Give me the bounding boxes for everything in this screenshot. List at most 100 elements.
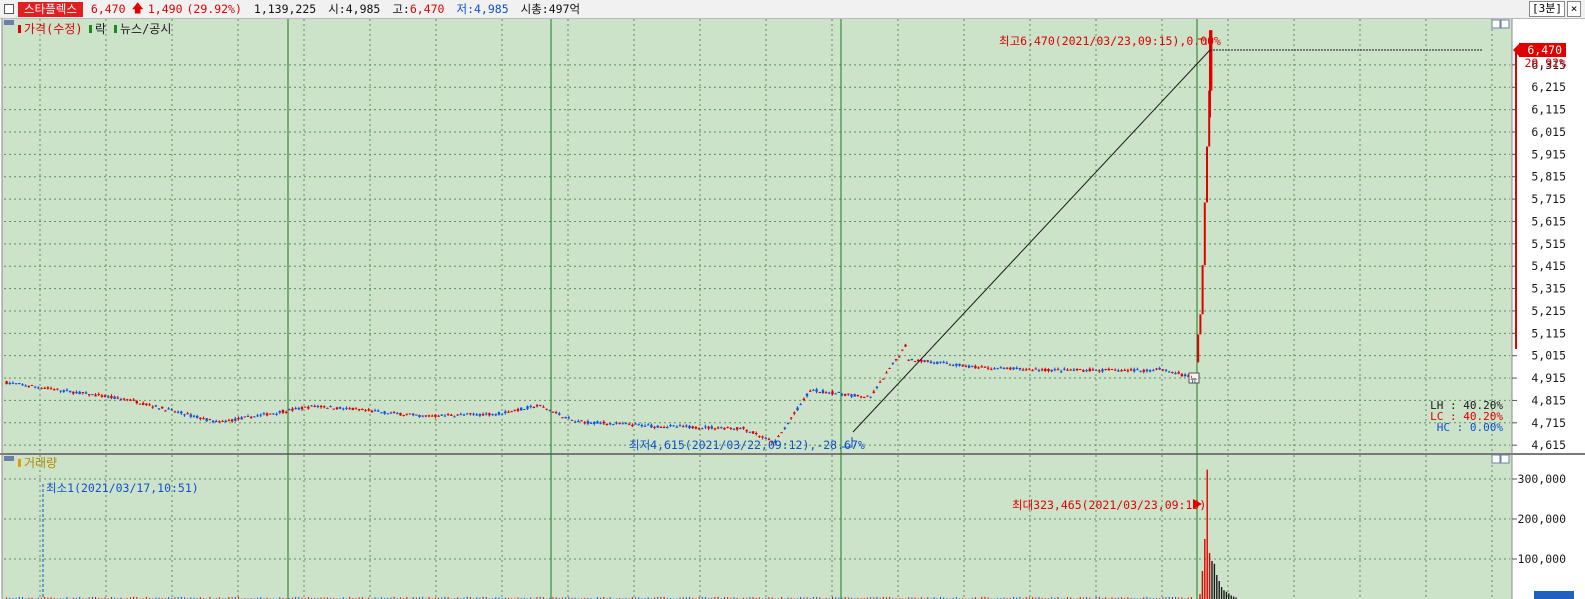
- candle-body: [373, 410, 377, 412]
- candle-body: [767, 438, 771, 440]
- candle-body: [707, 426, 710, 429]
- candle-body: [1028, 368, 1031, 370]
- high-value: 6,470: [409, 2, 445, 16]
- candle-body: [777, 436, 780, 438]
- candle-body: [519, 407, 523, 411]
- candle-body: [113, 396, 116, 399]
- candle-body: [580, 420, 583, 422]
- candle-body: [202, 418, 205, 420]
- period-button[interactable]: [3분]: [1529, 1, 1565, 17]
- candle-body: [307, 406, 310, 409]
- candle-body: [1094, 369, 1098, 371]
- candle-body: [739, 428, 742, 430]
- volume-panel-menu-icon[interactable]: [4, 456, 14, 461]
- candle-body: [81, 392, 85, 394]
- price-axis-label: 5,915: [1531, 147, 1566, 161]
- candle-body: [1164, 369, 1168, 371]
- candle-body: [389, 412, 393, 414]
- candle-body: [135, 400, 139, 404]
- volume-panel-close-icon[interactable]: [1500, 454, 1510, 464]
- candle-body: [21, 384, 24, 386]
- candle-body: [354, 408, 358, 410]
- news-marker-icon[interactable]: [1188, 372, 1200, 384]
- candle-body: [215, 421, 218, 423]
- candle-body: [78, 391, 81, 395]
- volume-panel-restore-icon[interactable]: [1491, 454, 1501, 464]
- price-panel-restore-icon[interactable]: [1491, 19, 1501, 29]
- candle-body: [240, 417, 243, 420]
- candle-body: [583, 422, 586, 424]
- candle-body: [110, 395, 113, 399]
- candle-body: [180, 411, 183, 414]
- candle-body: [564, 416, 567, 419]
- stock-header-bar: 스타플렉스 6,470 🡅 1,490 (29.92%) 1,139,225 시…: [0, 0, 1585, 19]
- candle-body: [342, 408, 345, 410]
- candle-body: [211, 420, 215, 423]
- candle-body: [408, 413, 412, 415]
- candle-body: [850, 394, 853, 397]
- candle-body: [672, 425, 675, 427]
- candle-body: [1142, 369, 1145, 372]
- candle-body: [723, 427, 726, 430]
- candle-body: [955, 363, 958, 366]
- current-pct-tag-text: 29.92%: [1524, 56, 1566, 70]
- candle-body: [62, 390, 65, 392]
- candle-body: [230, 419, 234, 422]
- candle-body: [361, 408, 364, 411]
- candle-body: [1120, 370, 1123, 372]
- candle-body: [192, 415, 196, 417]
- volume-plot-area[interactable]: [2, 455, 1512, 599]
- candle-body: [783, 427, 787, 429]
- close-icon[interactable]: ×: [1567, 1, 1581, 17]
- candle-body: [161, 406, 164, 409]
- low-value: 4,985: [474, 2, 509, 16]
- candle-body: [596, 421, 599, 424]
- candle-body: [894, 359, 898, 361]
- candle-body: [53, 389, 56, 391]
- candle-body: [326, 407, 329, 409]
- candle-body: [246, 415, 250, 417]
- candle-body: [640, 424, 644, 427]
- axis-scroll-button[interactable]: [1534, 591, 1574, 599]
- candle-body: [967, 365, 971, 368]
- candle-body: [577, 420, 580, 423]
- price-change: 1,490: [147, 2, 183, 16]
- candle-body: [189, 414, 193, 417]
- candle-body: [535, 405, 539, 407]
- candle-body: [713, 428, 717, 430]
- candle-body: [1005, 367, 1009, 369]
- candle-body: [469, 413, 472, 415]
- price-plot-area[interactable]: [2, 19, 1512, 453]
- price-panel-menu-icon[interactable]: [4, 20, 14, 25]
- candle-body: [650, 424, 653, 428]
- candle-body: [548, 410, 551, 412]
- candle-body: [30, 384, 34, 386]
- price-panel-close-icon[interactable]: [1500, 19, 1510, 29]
- candle-body: [488, 413, 491, 416]
- candle-body: [145, 403, 148, 406]
- select-checkbox[interactable]: [4, 4, 14, 14]
- candle-body: [1063, 368, 1066, 370]
- stock-name-badge[interactable]: 스타플렉스: [18, 1, 83, 17]
- candle-body: [971, 365, 974, 367]
- candle-body: [1129, 369, 1133, 371]
- candle-body: [516, 408, 520, 411]
- candle-body: [1152, 370, 1155, 372]
- candle-body: [269, 413, 272, 415]
- candle-body: [666, 427, 669, 429]
- trend-line: [852, 49, 1211, 433]
- candle-body: [942, 361, 945, 363]
- candle-body: [323, 406, 326, 408]
- candle-body: [948, 364, 952, 366]
- candle-body: [399, 412, 402, 416]
- volume-axis-label: 300,000: [1518, 472, 1567, 486]
- candle-body: [434, 414, 437, 417]
- candle-body: [364, 410, 367, 412]
- candle-body: [964, 365, 968, 367]
- candle-body: [386, 413, 389, 415]
- candle-body: [75, 391, 78, 394]
- candle-body: [669, 425, 672, 427]
- chart-canvas[interactable]: 4,615 4,715 4,815 4,915 5,015 5,115 5,215 5,315…: [0, 19, 1585, 599]
- candle-body: [126, 399, 129, 401]
- candle-body: [122, 398, 126, 400]
